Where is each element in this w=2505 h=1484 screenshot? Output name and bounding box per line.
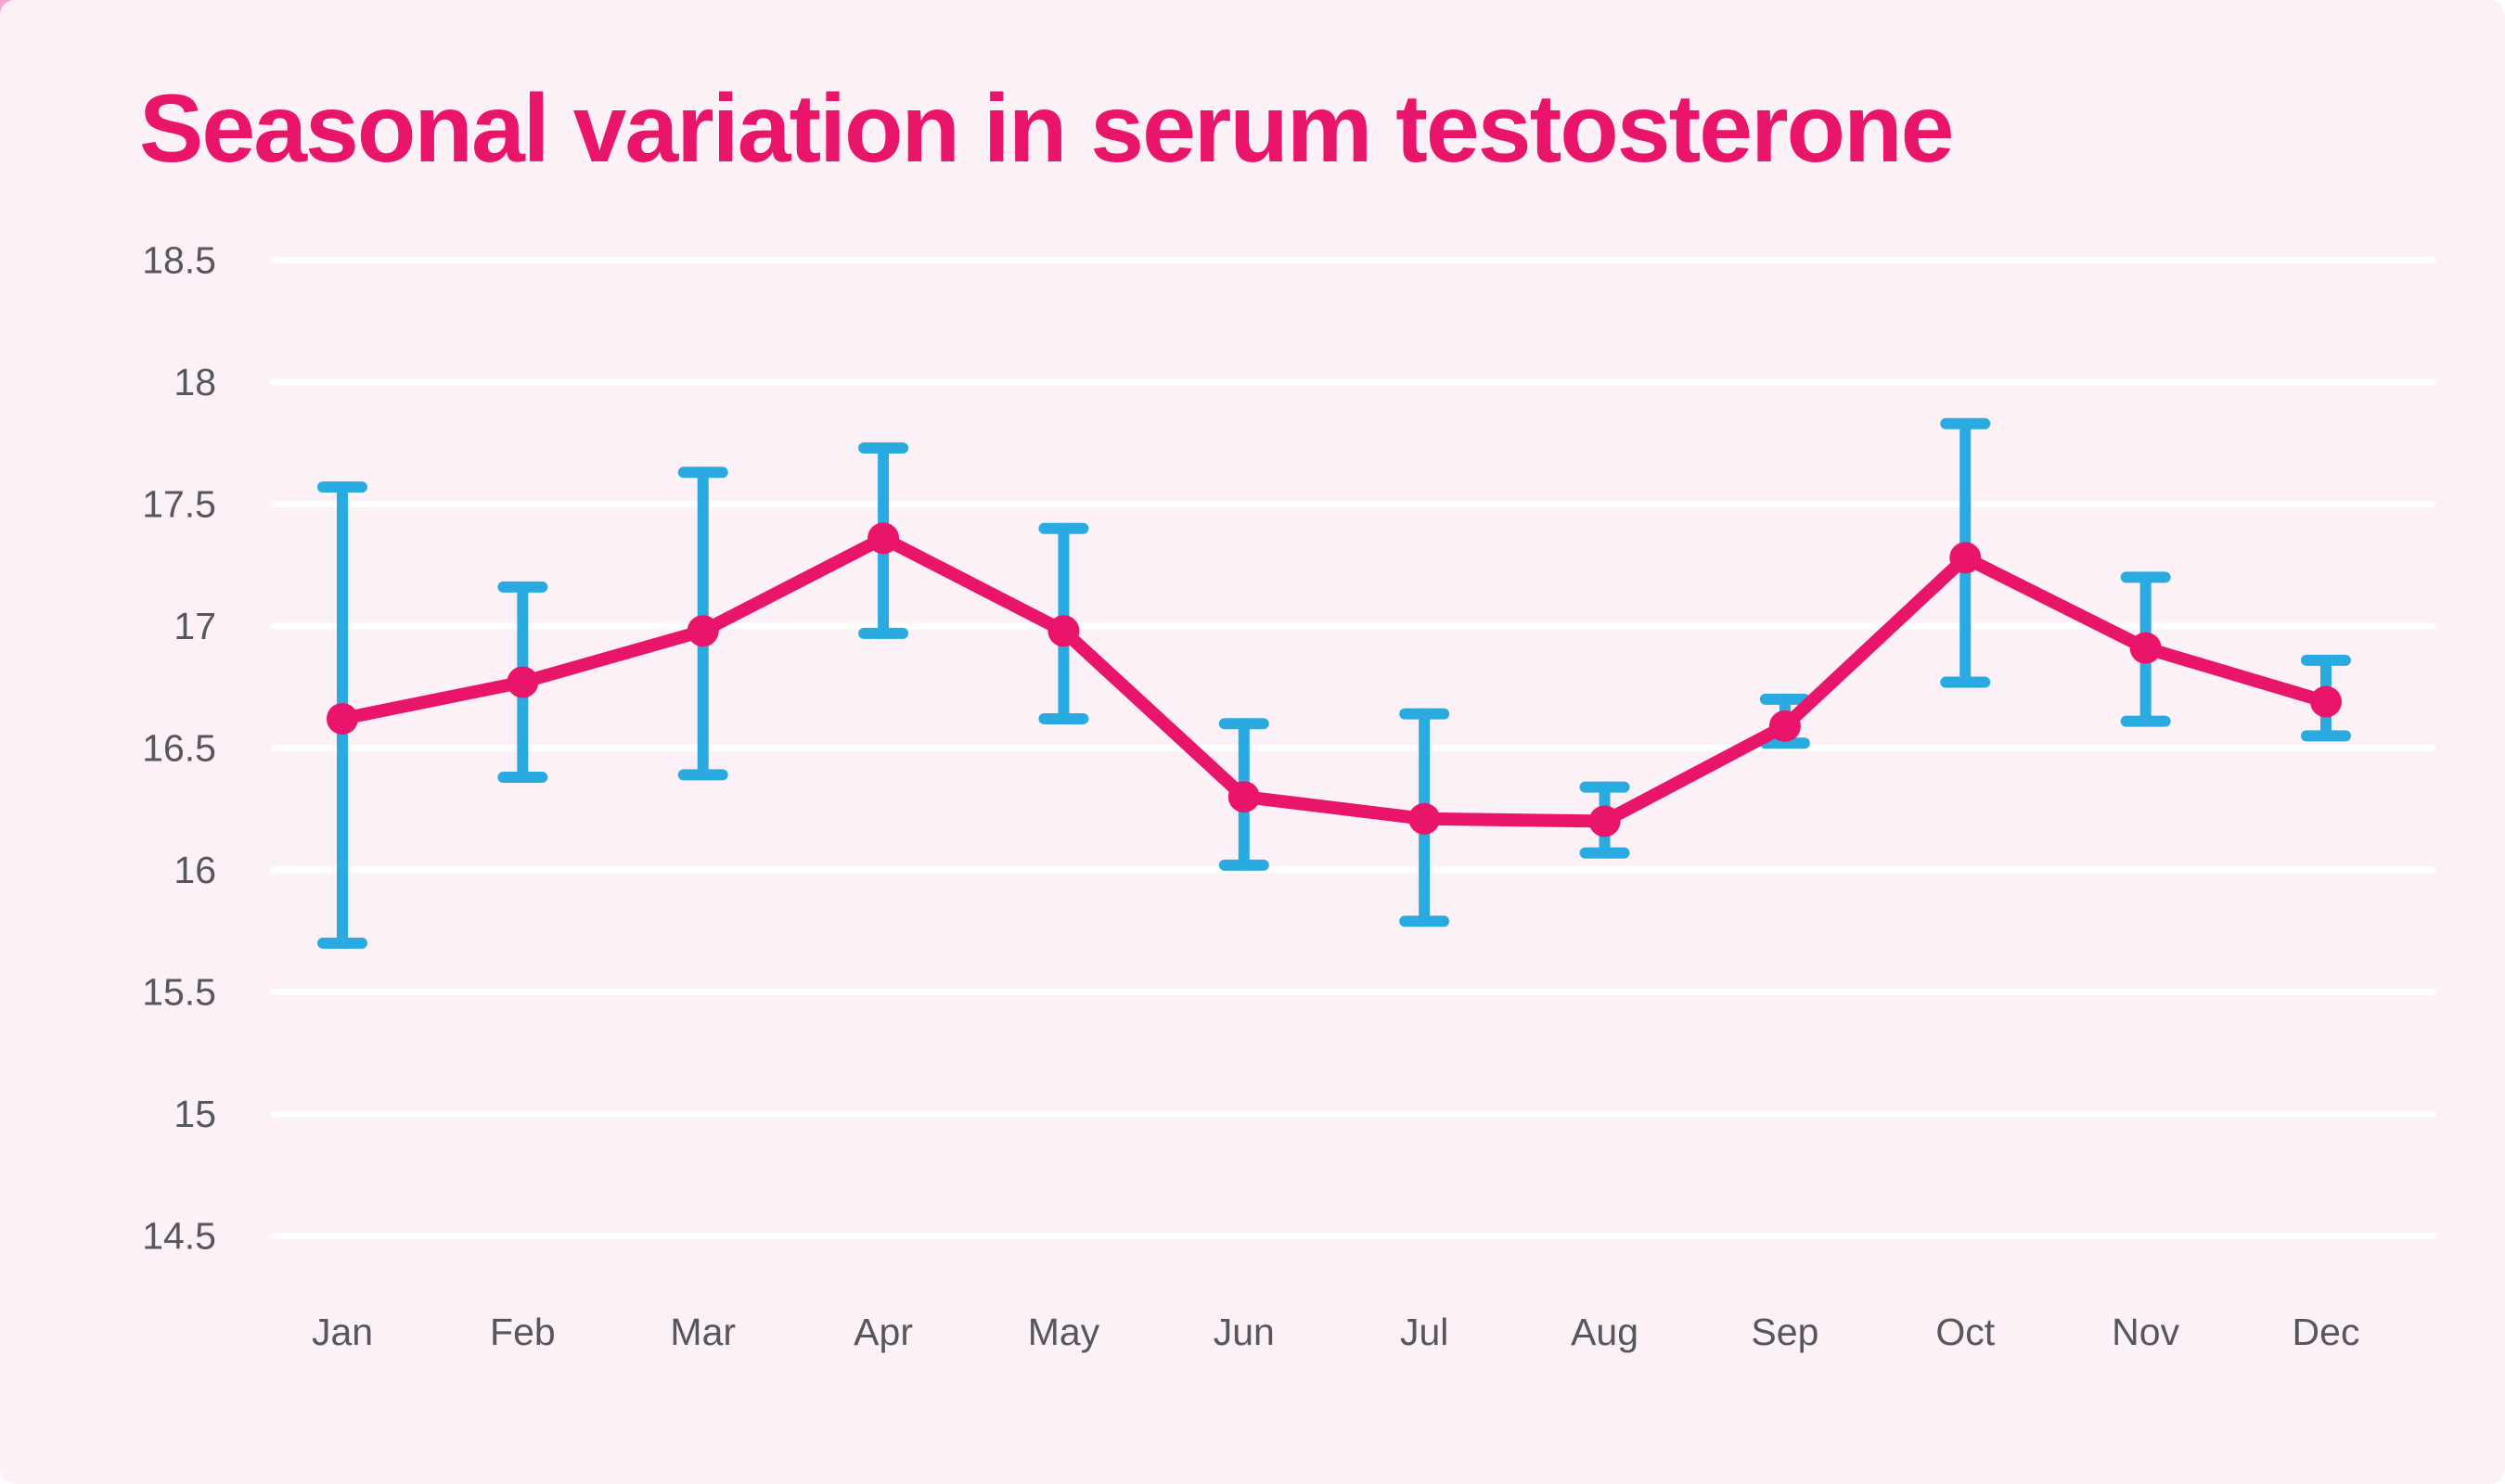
data-point [507, 666, 539, 698]
data-point [1588, 805, 1621, 838]
data-point [2310, 685, 2342, 718]
y-tick-label: 15 [173, 1093, 216, 1135]
x-tick-label: Jun [1214, 1311, 1275, 1353]
y-tick-label: 17 [173, 605, 216, 647]
y-tick-label: 17.5 [142, 483, 216, 526]
data-point [327, 702, 358, 735]
y-tick-label: 16 [173, 849, 216, 891]
data-point [1047, 615, 1080, 647]
data-point [2129, 632, 2162, 664]
data-point [1949, 542, 1982, 574]
x-tick-label: Jan [312, 1311, 373, 1353]
data-point [1768, 710, 1801, 742]
x-tick-label: Apr [854, 1311, 913, 1353]
data-point [1227, 781, 1260, 813]
chart-title: Seasonal variation in serum testosterone [139, 75, 1954, 183]
y-tick-label: 15.5 [142, 971, 216, 1014]
trend-line [336, 531, 2332, 828]
x-tick-label: Sep [1751, 1311, 1818, 1353]
x-tick-label: Feb [490, 1311, 556, 1353]
x-tick-label: Dec [2293, 1311, 2360, 1353]
x-tick-label: May [1028, 1311, 1100, 1353]
x-tick-label: Mar [670, 1311, 736, 1353]
x-tick-label: Oct [1935, 1311, 1995, 1353]
data-point [1408, 802, 1441, 835]
x-tick-label: Aug [1571, 1311, 1638, 1353]
y-tick-label: 14.5 [142, 1215, 216, 1258]
x-tick-label: Nov [2112, 1311, 2179, 1353]
y-tick-label: 18.5 [142, 239, 216, 282]
data-point [687, 615, 719, 647]
y-tick-label: 18 [173, 361, 216, 403]
data-point [867, 522, 900, 555]
x-tick-label: Jul [1400, 1311, 1448, 1353]
y-tick-label: 16.5 [142, 727, 216, 770]
